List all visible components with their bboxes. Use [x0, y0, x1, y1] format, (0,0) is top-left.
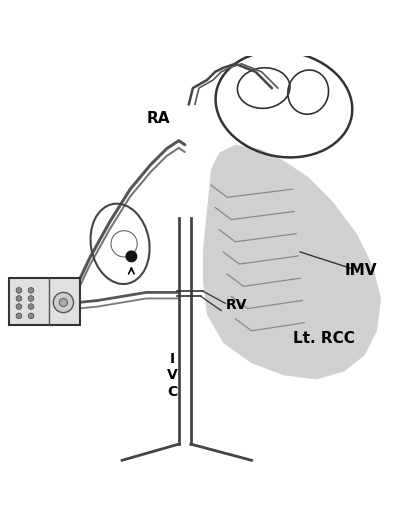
Circle shape [28, 304, 34, 310]
Circle shape [53, 293, 73, 313]
Circle shape [126, 251, 136, 262]
Polygon shape [202, 144, 380, 379]
Text: I: I [170, 352, 175, 366]
Circle shape [16, 296, 22, 301]
Circle shape [16, 304, 22, 310]
Text: Lt. RCC: Lt. RCC [293, 331, 354, 346]
Text: RA: RA [146, 111, 170, 126]
Text: IMV: IMV [344, 263, 376, 278]
Text: RV: RV [225, 298, 246, 312]
Text: C: C [167, 384, 177, 398]
Circle shape [28, 287, 34, 293]
Circle shape [59, 298, 67, 307]
Circle shape [28, 313, 34, 319]
Circle shape [28, 296, 34, 301]
Bar [9, 278, 79, 325]
Circle shape [16, 287, 22, 293]
Circle shape [16, 313, 22, 319]
Text: V: V [167, 368, 177, 382]
